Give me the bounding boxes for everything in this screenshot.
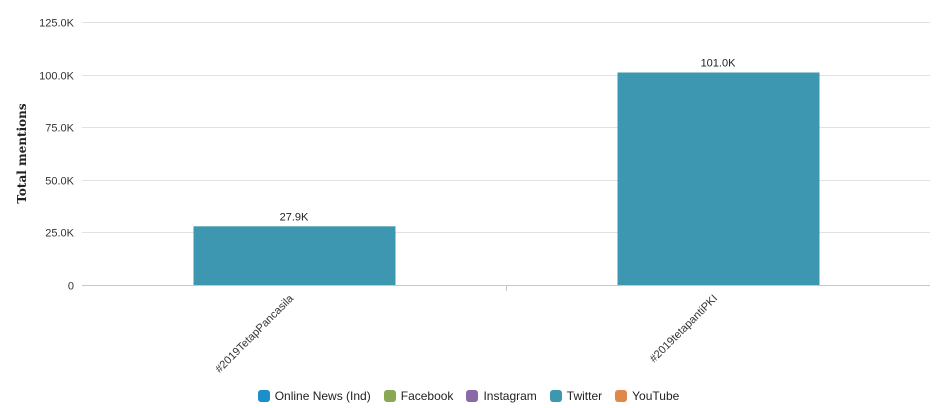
- legend-label: Twitter: [566, 389, 603, 403]
- y-tick-label: 75.0K: [45, 123, 74, 135]
- data-label: 27.9K: [280, 211, 309, 223]
- y-tick-label: 0: [68, 281, 74, 293]
- legend: Online News (Ind) Facebook Instagram Twitte…: [0, 389, 937, 403]
- legend-swatch: [383, 390, 396, 402]
- y-tick-label: 50.0K: [45, 176, 74, 188]
- x-category-label: #2019TetapPancasila: [213, 292, 296, 375]
- bar-twitter[interactable]: [617, 72, 820, 285]
- legend-item[interactable]: YouTube: [615, 389, 679, 403]
- legend-label: Instagram: [483, 389, 537, 403]
- legend-item[interactable]: Online News (Ind): [257, 389, 371, 403]
- legend-item[interactable]: Facebook: [383, 389, 454, 403]
- legend-swatch: [257, 390, 270, 402]
- legend-swatch: [466, 390, 479, 402]
- x-axis: #2019TetapPancasila #2019tetapantiPKI: [213, 285, 720, 376]
- y-tick-label: 100.0K: [39, 71, 75, 83]
- legend-label: Online News (Ind): [274, 389, 371, 403]
- y-tick-label: 125.0K: [39, 18, 75, 30]
- legend-swatch: [549, 390, 562, 402]
- legend-label: YouTube: [632, 389, 680, 403]
- legend-label: Facebook: [400, 389, 454, 403]
- legend-item[interactable]: Twitter: [549, 389, 603, 403]
- data-label: 101.0K: [701, 57, 737, 69]
- x-category-label: #2019tetapantiPKI: [648, 293, 721, 366]
- bars: [193, 72, 820, 285]
- y-axis-ticks: 0 25.0K 50.0K 75.0K 100.0K 125.0K: [39, 18, 75, 293]
- legend-item[interactable]: Instagram: [466, 389, 537, 403]
- y-tick-label: 25.0K: [45, 228, 74, 240]
- legend-swatch: [615, 390, 628, 402]
- y-axis-label: Total mentions: [15, 103, 29, 203]
- bar-twitter[interactable]: [193, 226, 396, 285]
- data-labels: 27.9K 101.0K: [280, 57, 736, 223]
